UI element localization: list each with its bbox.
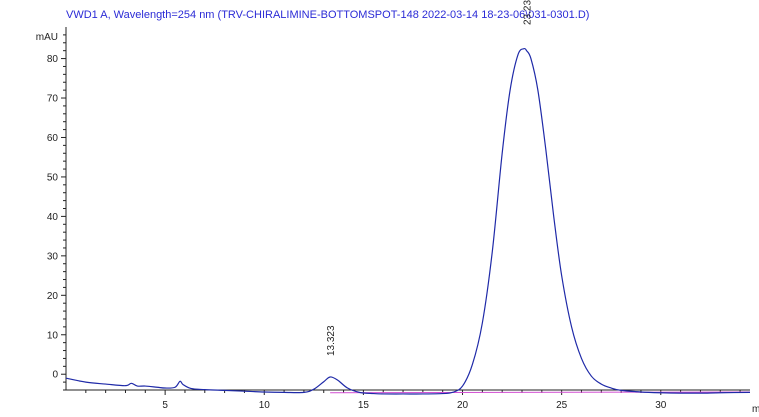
x-tick-label: 20 — [457, 400, 469, 411]
chromatogram-trace — [65, 47, 751, 395]
peak-labels: 13.323 23.231 — [326, 0, 533, 356]
series-layer — [65, 47, 751, 395]
y-tick-label: 10 — [47, 330, 59, 341]
y-tick-label: 20 — [47, 291, 59, 302]
y-tick-label: 60 — [47, 133, 59, 144]
y-tick-label: 70 — [47, 94, 59, 105]
axes — [65, 27, 750, 391]
axis-ticks: 0 10 20 30 40 50 60 70 80 5 10 15 20 25 30 — [47, 34, 741, 411]
integration-baseline — [330, 391, 751, 394]
x-tick-label: 15 — [358, 400, 370, 411]
x-tick-label: 25 — [556, 400, 568, 411]
x-tick-label: 5 — [162, 400, 168, 411]
peak-label: 23.231 — [523, 0, 534, 25]
chart-title: VWD1 A, Wavelength=254 nm (TRV-CHIRALIMI… — [66, 9, 589, 21]
x-tick-label: 30 — [655, 400, 667, 411]
x-axis-unit-label: m — [752, 404, 759, 415]
x-tick-label: 10 — [259, 400, 271, 411]
y-tick-label: 0 — [52, 370, 58, 381]
baseline-layer — [330, 391, 751, 394]
y-tick-label: 30 — [47, 251, 59, 262]
y-tick-label: 80 — [47, 54, 59, 65]
y-axis-unit-label: mAU — [36, 32, 58, 43]
y-tick-label: 50 — [47, 172, 59, 183]
peak-label: 13.323 — [326, 325, 337, 356]
y-tick-label: 40 — [47, 212, 59, 223]
